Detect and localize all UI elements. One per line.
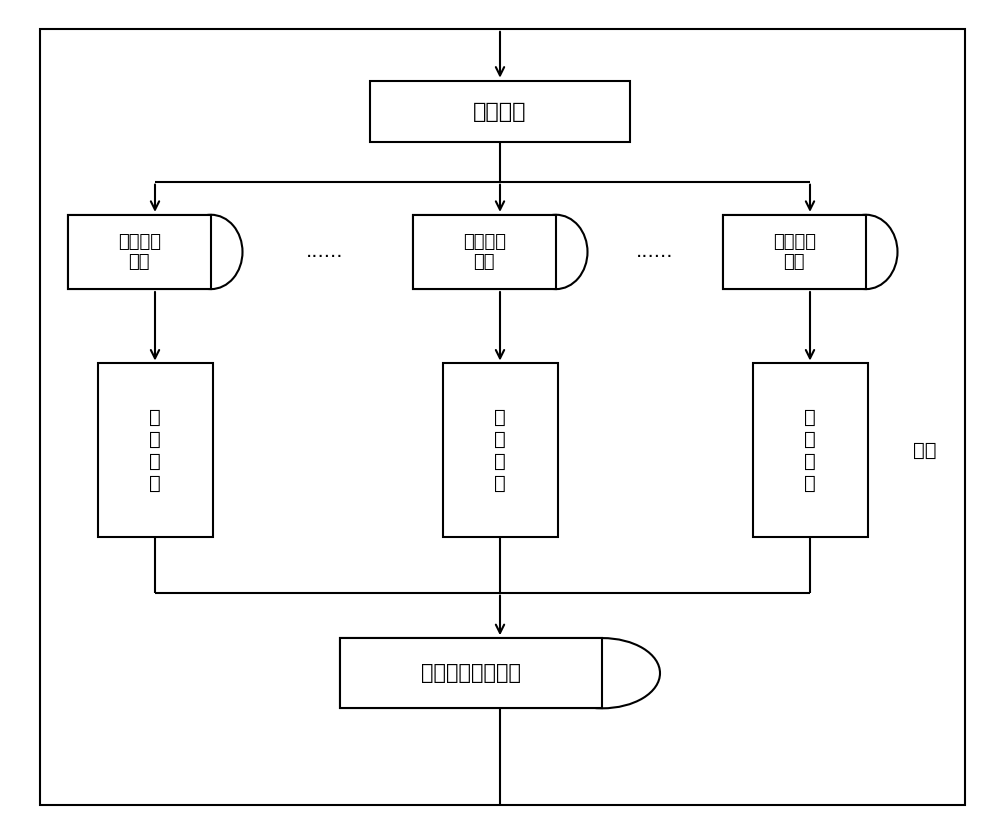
Bar: [68, 215, 211, 289]
Bar: [722, 215, 866, 289]
Bar: [340, 638, 602, 709]
Bar: [442, 363, 558, 537]
Text: 单轨任务
子集: 单轨任务 子集: [463, 233, 506, 271]
Text: 单
轨
调
度: 单 轨 调 度: [494, 408, 506, 492]
Bar: [340, 638, 602, 709]
Text: ......: ......: [306, 242, 344, 262]
Text: 任务分配: 任务分配: [473, 102, 527, 121]
Bar: [340, 638, 602, 709]
Ellipse shape: [524, 215, 588, 289]
Bar: [413, 215, 556, 289]
Bar: [722, 215, 866, 289]
Bar: [722, 215, 866, 289]
Text: ......: ......: [636, 242, 674, 262]
Ellipse shape: [834, 215, 898, 289]
Ellipse shape: [180, 215, 242, 289]
Text: 单
轨
调
度: 单 轨 调 度: [804, 408, 816, 492]
Text: 单轨任务
子集: 单轨任务 子集: [773, 233, 816, 271]
Text: 单轨调度结果合并: 单轨调度结果合并: [421, 663, 521, 683]
Bar: [68, 215, 211, 289]
Bar: [413, 215, 556, 289]
Bar: [753, 363, 868, 537]
Ellipse shape: [545, 638, 660, 709]
Bar: [370, 81, 630, 142]
Text: 单
轨
调
度: 单 轨 调 度: [149, 408, 161, 492]
Bar: [98, 363, 212, 537]
Bar: [413, 215, 556, 289]
Text: 反馈: 反馈: [913, 440, 937, 460]
Bar: [68, 215, 211, 289]
Text: 单轨任务
子集: 单轨任务 子集: [118, 233, 161, 271]
